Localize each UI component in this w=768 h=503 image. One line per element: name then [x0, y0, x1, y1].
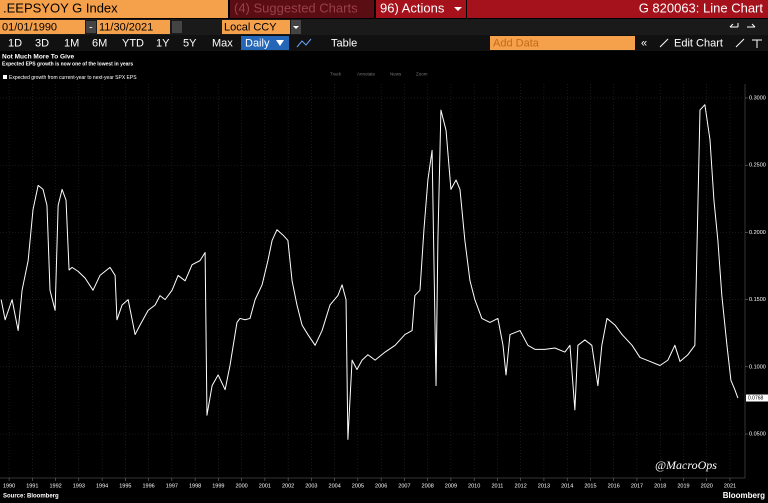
period-button[interactable]: 1Y	[156, 37, 170, 49]
title-bar	[467, 0, 768, 18]
chart-tool[interactable]: Annotate	[357, 72, 376, 77]
frequency-button[interactable]	[241, 36, 289, 50]
redo-icon[interactable]	[747, 23, 756, 28]
x-tick-label: 1992	[49, 483, 61, 489]
x-tick-label: 2006	[375, 483, 387, 489]
y-tick-label: 0.2000	[749, 230, 766, 236]
x-tick-label: 2020	[701, 483, 713, 489]
y-tick-label: 0.1000	[749, 364, 766, 370]
x-tick-label: 1999	[212, 483, 224, 489]
end-date-field[interactable]	[97, 20, 170, 34]
table-button[interactable]: Table	[331, 37, 357, 49]
brand: Bloomberg	[723, 491, 765, 500]
x-tick-label: 2010	[468, 483, 480, 489]
x-tick-label: 2002	[282, 483, 294, 489]
x-tick-label: 2014	[561, 483, 573, 489]
undo-icon[interactable]	[729, 23, 739, 28]
chart-subtitle: Expected EPS growth is now one of the lo…	[2, 61, 133, 67]
x-tick-label: 2013	[538, 483, 550, 489]
frequency[interactable]: Daily	[245, 37, 270, 49]
x-tick-label: 2000	[235, 483, 247, 489]
x-tick-label: 2007	[398, 483, 410, 489]
y-tick-label: 0.0500	[749, 431, 766, 437]
settings-icon[interactable]	[752, 39, 762, 48]
suggested[interactable]: (4) Suggested Charts	[234, 0, 358, 15]
actions-button[interactable]	[376, 0, 466, 18]
calendar-icon[interactable]	[86, 21, 96, 33]
x-tick-label: 1990	[3, 483, 15, 489]
actions[interactable]: 96) Actions	[380, 0, 445, 15]
y-tick-label: 0.1500	[749, 297, 766, 303]
add-data[interactable]: Add Data	[493, 37, 540, 49]
chart-icon[interactable]	[296, 38, 312, 48]
ticker-field[interactable]	[0, 0, 228, 18]
x-tick-label: 2004	[329, 483, 341, 489]
x-tick-label: 1997	[166, 483, 178, 489]
x-tick-label: 2019	[677, 483, 689, 489]
x-tick-label: 2005	[352, 483, 364, 489]
edit-icon	[659, 38, 669, 48]
x-tick-label: 2011	[492, 483, 504, 489]
dropdown-arrow	[293, 26, 299, 29]
x-tick-label: 1993	[73, 483, 85, 489]
date-separator: -	[89, 21, 93, 33]
currency[interactable]: Local CCY	[224, 21, 277, 33]
suggested-button[interactable]	[230, 0, 374, 18]
x-tick-label: 2012	[515, 483, 527, 489]
x-tick-label: 2015	[584, 483, 596, 489]
last-value-label: 0.0768	[748, 395, 764, 401]
dropdown-arrow	[276, 40, 284, 46]
ticker[interactable]: .EEPSYOY G Index	[3, 0, 118, 15]
period-button[interactable]: 6M	[92, 37, 107, 49]
y-tick-label: 0.3000	[749, 95, 766, 101]
start-date[interactable]: 01/01/1990	[2, 21, 57, 33]
period-button[interactable]: Max	[212, 37, 233, 49]
x-tick-label: 1995	[119, 483, 131, 489]
chart-title: Not Much More To Give	[2, 54, 74, 61]
period-button[interactable]: 5Y	[183, 37, 197, 49]
period-button[interactable]: 3D	[35, 37, 49, 49]
series-line	[0, 104, 739, 440]
source: Source: Bloomberg	[3, 494, 59, 500]
toolbar	[0, 35, 768, 51]
period-button[interactable]: 1M	[64, 37, 79, 49]
x-tick-label: 2001	[259, 483, 271, 489]
end-date[interactable]: 11/30/2021	[99, 21, 153, 33]
x-tick-label: 2021	[724, 483, 736, 489]
period-button[interactable]: 1D	[8, 37, 22, 49]
legend-swatch	[3, 75, 7, 79]
watermark: @MacroOps	[655, 458, 717, 472]
x-tick-label: 1991	[26, 483, 38, 489]
calendar-icon[interactable]	[172, 21, 182, 33]
x-tick-label: 1996	[142, 483, 154, 489]
x-tick-label: 2003	[305, 483, 317, 489]
last-value-box	[746, 394, 768, 402]
chart-id: G 820063: Line Chart	[639, 0, 764, 15]
period-button[interactable]: YTD	[122, 37, 144, 49]
add-data-field[interactable]	[490, 36, 635, 50]
chart-tool[interactable]: Zoom	[416, 72, 428, 77]
x-tick-label: 2009	[445, 483, 457, 489]
x-tick-label: 2017	[631, 483, 643, 489]
pencil-icon[interactable]	[735, 38, 745, 48]
x-tick-label: 2016	[608, 483, 620, 489]
x-tick-label: 2008	[422, 483, 434, 489]
x-tick-label: 2018	[654, 483, 666, 489]
x-tick-label: 1998	[189, 483, 201, 489]
chart-tool[interactable]: News	[390, 72, 402, 77]
start-date-field[interactable]	[0, 20, 85, 34]
edit-chart[interactable]: Edit Chart	[674, 37, 723, 49]
collapse-icon[interactable]: «	[641, 37, 647, 49]
x-tick-label: 1994	[96, 483, 108, 489]
y-tick-label: 0.2500	[749, 163, 766, 169]
date-row	[0, 19, 768, 35]
chart-tool[interactable]: Track	[330, 72, 342, 77]
currency-field[interactable]	[222, 20, 290, 34]
dropdown-arrow	[454, 7, 462, 11]
legend-entry[interactable]: Expected growth from current-year to nex…	[9, 75, 137, 81]
